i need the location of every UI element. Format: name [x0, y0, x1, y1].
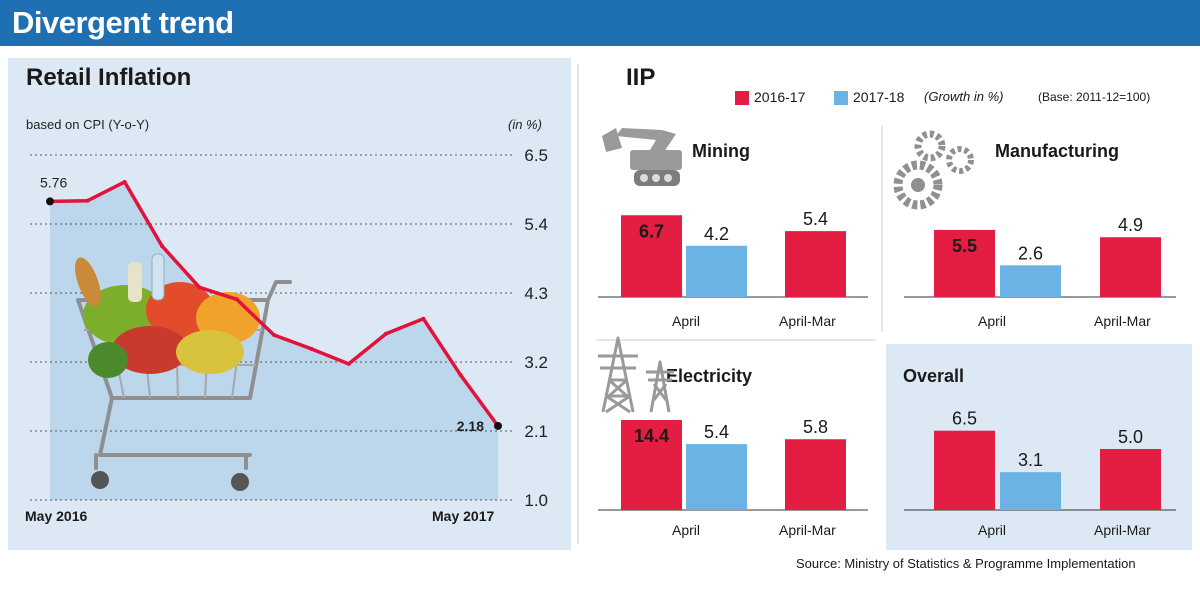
y-tick-label: 2.1: [524, 422, 548, 441]
electricity-cat-april: April: [672, 522, 701, 538]
electricity-cat-april-mar: April-Mar: [779, 522, 836, 538]
legend-swatch-2016-17: [735, 91, 749, 105]
gears-icon: [893, 130, 974, 210]
electricity-bar-2017-18-april: [686, 444, 747, 510]
data-point-oct-2016: [234, 297, 239, 302]
legend-swatch-2017-18: [834, 91, 848, 105]
mining-cat-april: April: [672, 313, 701, 329]
overall-cat-april-mar: April-Mar: [1094, 522, 1151, 538]
overall-bar-2017-18-april: [1000, 472, 1061, 510]
manufacturing-box: [886, 118, 1186, 336]
pylon-icon: [598, 336, 674, 414]
mining-bar-2017-18-april-label: 4.2: [704, 224, 729, 244]
inflation-chart-title: Retail Inflation: [26, 64, 192, 91]
x-tick-end: May 2017: [432, 508, 495, 524]
electricity-bar-2016-17-april: [621, 420, 682, 510]
mining-bar-2016-17-april-mar-label: 5.4: [803, 209, 828, 229]
legend-label-2017-18: 2017-18: [853, 89, 905, 105]
start-point-marker: [46, 197, 54, 206]
data-point-apr-2017: [458, 373, 463, 378]
electricity-bar-2016-17-april-label: 14.4: [634, 426, 669, 446]
data-point-jan-2017: [346, 361, 351, 366]
panel-divider: [577, 64, 579, 544]
iip-title: IIP: [626, 64, 656, 91]
overall-bar-2017-18-april-label: 3.1: [1018, 450, 1043, 470]
mining-bar-2016-17-april: [621, 215, 682, 297]
y-tick-label: 1.0: [524, 491, 548, 510]
start-value-label: 5.76: [40, 174, 67, 190]
manufacturing-bar-2016-17-april-label: 5.5: [952, 236, 977, 256]
data-point-aug-2016: [160, 243, 164, 248]
end-value-label: 2.18: [457, 418, 484, 434]
title-banner: [0, 0, 1200, 46]
overall-bar-2016-17-april-mar: [1100, 449, 1161, 510]
electricity-title: Electricity: [666, 366, 753, 386]
y-tick-label: 4.3: [524, 284, 548, 303]
data-point-dec-2016: [309, 346, 314, 351]
mining-bar-2016-17-april-mar: [785, 231, 846, 297]
mining-bar-2016-17-april-label: 6.7: [639, 221, 664, 241]
manufacturing-bar-2016-17-april-mar-label: 4.9: [1118, 215, 1143, 235]
y-tick-label: 6.5: [524, 146, 548, 165]
y-tick-label: 3.2: [524, 353, 548, 372]
overall-bar-2016-17-april-label: 6.5: [952, 409, 977, 429]
manufacturing-bar-2017-18-april-label: 2.6: [1018, 243, 1043, 263]
data-point-jun-2016: [85, 198, 90, 203]
inflation-subtitle: based on CPI (Y-o-Y): [26, 117, 150, 132]
mining-bar-2017-18-april: [686, 245, 747, 297]
manufacturing-bar-2017-18-april: [1000, 265, 1061, 297]
legend-base-note: (Base: 2011-12=100): [1038, 90, 1151, 104]
electricity-bar-2016-17-april-mar-label: 5.8: [803, 417, 828, 437]
manufacturing-cat-april: April: [978, 313, 1007, 329]
data-point-nov-2016: [272, 333, 276, 338]
manufacturing-bar-2016-17-april-mar: [1100, 237, 1161, 297]
manufacturing-cat-april-mar: April-Mar: [1094, 313, 1151, 329]
page-title: Divergent trend: [12, 5, 234, 40]
mining-title: Mining: [692, 141, 750, 161]
electricity-bar-2016-17-april-mar: [785, 439, 846, 510]
electricity-bar-2017-18-april-label: 5.4: [704, 422, 729, 442]
overall-bar-2016-17-april: [934, 430, 995, 510]
data-point-jul-2016: [122, 179, 127, 184]
legend-growth-note: (Growth in %): [924, 89, 1004, 104]
mining-cat-april-mar: April-Mar: [779, 313, 836, 329]
end-point-marker: [494, 421, 502, 430]
mining-icon: [602, 128, 682, 186]
data-point-mar-2017: [421, 316, 426, 321]
manufacturing-title: Manufacturing: [995, 141, 1119, 161]
x-tick-start: May 2016: [25, 508, 88, 524]
sub-divider-horizontal: [596, 339, 876, 341]
overall-bar-2016-17-april-mar-label: 5.0: [1118, 427, 1143, 447]
data-point-feb-2017: [384, 331, 388, 336]
data-point-sep-2016: [197, 285, 202, 290]
y-tick-label: 5.4: [524, 215, 548, 234]
inflation-unit-label: (in %): [508, 117, 542, 132]
manufacturing-bar-2016-17-april: [934, 229, 995, 297]
overall-title: Overall: [903, 366, 965, 386]
overall-cat-april: April: [978, 522, 1007, 538]
sub-divider-vertical: [881, 126, 883, 332]
legend-label-2016-17: 2016-17: [754, 89, 806, 105]
source-note: Source: Ministry of Statistics & Program…: [796, 556, 1136, 571]
